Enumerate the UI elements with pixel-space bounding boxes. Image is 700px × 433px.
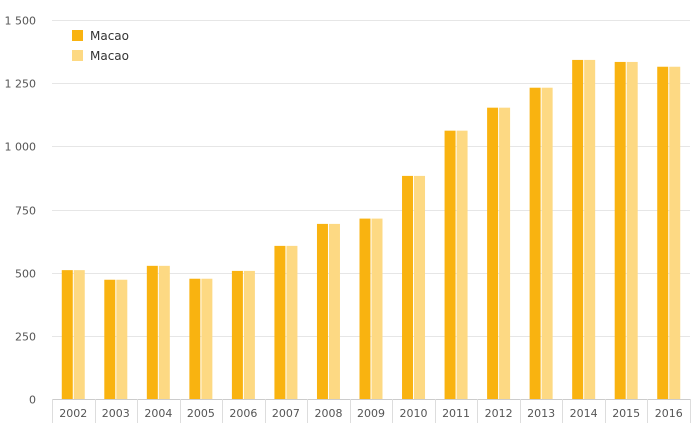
bar-series-2-2006[interactable] <box>243 270 255 399</box>
bar-series-2-2016[interactable] <box>669 66 681 400</box>
y-tick-label: 0 <box>29 394 36 407</box>
x-tick-label: 2015 <box>612 407 640 420</box>
bar-series-1-2015[interactable] <box>614 61 626 399</box>
x-tick-label: 2002 <box>59 407 87 420</box>
bar-series-2-2002[interactable] <box>73 270 85 399</box>
bar-series-1-2012[interactable] <box>487 107 499 400</box>
y-tick-label: 1 000 <box>5 141 37 154</box>
legend-swatch <box>72 50 83 61</box>
bars <box>61 59 681 400</box>
y-tick-label: 1 250 <box>5 78 37 91</box>
y-tick-label: 500 <box>15 268 36 281</box>
x-tick-label: 2003 <box>102 407 130 420</box>
x-tick-label: 2011 <box>442 407 470 420</box>
x-tick-label: 2006 <box>229 407 257 420</box>
bar-series-1-2010[interactable] <box>402 175 414 399</box>
legend-swatch <box>72 30 83 41</box>
bar-series-1-2009[interactable] <box>359 218 371 399</box>
legend-label[interactable]: Macao <box>90 29 129 43</box>
bar-series-2-2010[interactable] <box>414 175 426 399</box>
bar-series-2-2008[interactable] <box>328 223 340 399</box>
x-tick-label: 2014 <box>570 407 598 420</box>
bar-series-1-2014[interactable] <box>572 59 584 400</box>
bar-series-1-2006[interactable] <box>231 270 243 399</box>
legend-label[interactable]: Macao <box>90 49 129 63</box>
bar-series-2-2007[interactable] <box>286 245 298 399</box>
bar-series-1-2005[interactable] <box>189 278 201 399</box>
bar-series-2-2013[interactable] <box>541 87 553 400</box>
x-tick-label: 2009 <box>357 407 385 420</box>
x-tick-label: 2007 <box>272 407 300 420</box>
gridlines <box>52 20 690 337</box>
bar-series-2-2005[interactable] <box>201 278 213 399</box>
bar-series-1-2002[interactable] <box>61 270 73 399</box>
bar-series-2-2003[interactable] <box>116 279 128 399</box>
axes: 0 250 500 750 1 000 1 250 1 500 2002 2003 2004 200… <box>5 15 691 423</box>
bar-series-1-2016[interactable] <box>657 66 669 400</box>
x-tick-label: 2013 <box>527 407 555 420</box>
bar-series-2-2009[interactable] <box>371 218 383 399</box>
bar-series-2-2015[interactable] <box>626 61 638 399</box>
bar-series-2-2012[interactable] <box>499 107 511 400</box>
bar-series-1-2004[interactable] <box>146 265 158 399</box>
y-tick-label: 750 <box>15 205 36 218</box>
x-tick-label: 2010 <box>400 407 428 420</box>
x-tick-label: 2005 <box>187 407 215 420</box>
bar-series-1-2013[interactable] <box>529 87 541 400</box>
legend: Macao Macao <box>72 29 129 63</box>
bar-series-1-2007[interactable] <box>274 245 286 399</box>
bar-series-1-2003[interactable] <box>104 279 116 399</box>
y-tick-label: 1 500 <box>5 15 37 28</box>
bar-series-2-2011[interactable] <box>456 130 468 400</box>
bar-series-1-2008[interactable] <box>316 223 328 399</box>
x-tick-label: 2004 <box>144 407 172 420</box>
x-tick-label: 2012 <box>485 407 513 420</box>
y-tick-label: 250 <box>15 331 36 344</box>
bar-series-2-2014[interactable] <box>584 59 596 400</box>
bar-series-2-2004[interactable] <box>158 265 170 399</box>
x-tick-label: 2016 <box>655 407 683 420</box>
bar-series-1-2011[interactable] <box>444 130 456 400</box>
x-tick-label: 2008 <box>314 407 342 420</box>
